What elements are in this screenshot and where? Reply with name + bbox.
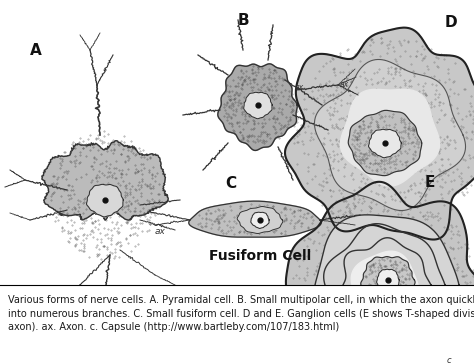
- Text: ax: ax: [105, 363, 116, 364]
- Text: A: A: [30, 43, 42, 58]
- Polygon shape: [377, 269, 399, 292]
- Text: ax: ax: [155, 227, 166, 236]
- Polygon shape: [313, 215, 460, 360]
- Polygon shape: [42, 141, 168, 220]
- Polygon shape: [340, 89, 439, 186]
- Text: ax: ax: [295, 83, 304, 92]
- Text: D: D: [445, 15, 457, 30]
- Polygon shape: [244, 92, 272, 119]
- Text: c: c: [447, 356, 452, 364]
- Polygon shape: [285, 28, 474, 240]
- Bar: [0, 285, 474, 364]
- Polygon shape: [251, 212, 269, 229]
- Text: C: C: [225, 176, 236, 191]
- Polygon shape: [87, 184, 123, 217]
- Text: ax: ax: [340, 80, 349, 89]
- Polygon shape: [286, 182, 474, 364]
- Polygon shape: [351, 251, 419, 319]
- Text: Fusiform Cell: Fusiform Cell: [209, 249, 311, 263]
- Polygon shape: [368, 129, 401, 158]
- Polygon shape: [348, 110, 422, 176]
- Polygon shape: [237, 206, 283, 233]
- Polygon shape: [314, 59, 465, 210]
- Polygon shape: [189, 201, 321, 237]
- Text: E: E: [425, 175, 436, 190]
- Text: B: B: [238, 13, 250, 28]
- Text: Various forms of nerve cells. A. Pyramidal cell. B. Small multipolar cell, in wh: Various forms of nerve cells. A. Pyramid…: [8, 295, 474, 332]
- Polygon shape: [218, 64, 297, 150]
- Polygon shape: [361, 257, 415, 305]
